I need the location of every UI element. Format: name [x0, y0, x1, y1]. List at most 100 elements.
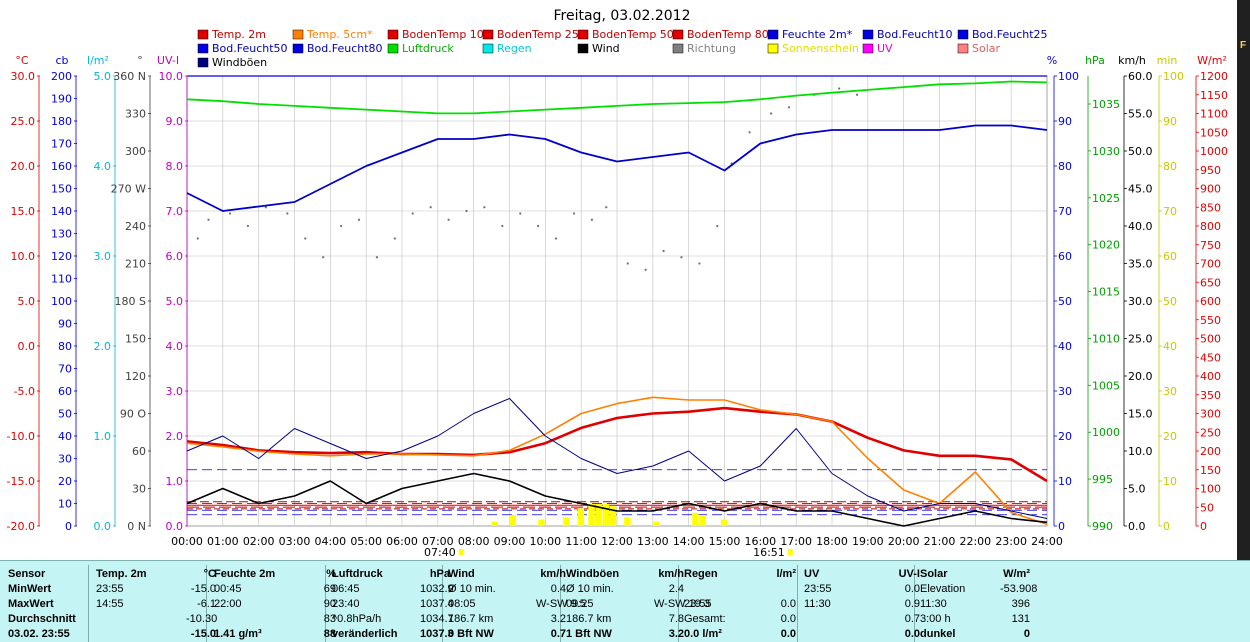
direction-point: [375, 256, 379, 259]
axis-tick-uv: 8.0: [166, 160, 184, 173]
sunshine-bar: [609, 506, 617, 526]
axis-tick-humidity: 30: [1058, 385, 1072, 398]
stats-col-solar: Solar Elevation 11:30 3:00 h dunkel: [920, 567, 965, 642]
legend-label: BodenTemp 25: [497, 28, 579, 41]
stats-col-gusts-values: km/h 2.4 W-SW 19.3 7.8 3.2: [654, 567, 710, 642]
axis-tick-sun_min: 10: [1163, 475, 1177, 488]
stats-cell-left: 09:25: [566, 598, 594, 610]
series-line-luftdruck: [186, 80, 1048, 115]
axis-tick-rain: 2.0: [94, 340, 112, 353]
stats-cell-value: 0.9: [904, 598, 920, 610]
stats-cell-value: -53.908: [1000, 583, 1038, 595]
x-tick-label: 09:00: [494, 535, 526, 548]
legend-swatch: [197, 29, 209, 40]
direction-point: [554, 237, 558, 240]
x-axis-labels: 00:00 01:00 02:00 03:00 04:00 05:00 06:00 07:00…: [171, 535, 1063, 559]
legend-swatch: [672, 29, 684, 40]
legend-swatch: [292, 43, 304, 54]
legend-swatch: [482, 43, 494, 54]
direction-point: [286, 212, 289, 215]
axis-tick-pressure: 1035: [1092, 98, 1120, 111]
chart-title: Freitag, 03.02.2012: [554, 8, 691, 24]
stats-header-unit: W/m²: [1003, 568, 1030, 580]
axis-tick-temp_c: 20.0: [11, 160, 36, 173]
axis-tick-temp_c: 25.0: [11, 115, 36, 128]
stats-col-pressure: Luftdruck 06:45 23:40 ^0.8hPa/h veränderlich: [332, 567, 397, 642]
x-marker-tick: [458, 549, 464, 555]
axis-tick-direction: 270 W: [111, 183, 146, 196]
axis-tick-humidity: 100: [1058, 70, 1079, 83]
axis-tick-temp_c: -5.0: [14, 385, 35, 398]
x-tick-label: 17:00: [780, 535, 812, 548]
x-tick-label: 19:00: [852, 535, 884, 548]
axis-tick-wind: 20.0: [1128, 370, 1153, 383]
axis-tick-wind: 30.0: [1128, 295, 1153, 308]
stats-cell-value: 90: [323, 598, 336, 610]
stats-cell-left: 00:45: [214, 583, 242, 595]
axis-tick-humidity: 20: [1058, 430, 1072, 443]
axis-tick-solar: 800: [1200, 220, 1221, 233]
axis-tick-temp_c: -10.0: [7, 430, 35, 443]
axis-unit-wind: km/h: [1118, 54, 1146, 67]
axis-tick-solar: 250: [1200, 426, 1221, 439]
stats-cell-value: 69: [323, 583, 336, 595]
axis-tick-wind: 10.0: [1128, 445, 1153, 458]
axis-tick-solar: 900: [1200, 183, 1221, 196]
legend-label: BodenTemp 50: [592, 28, 674, 41]
direction-point: [855, 93, 859, 96]
axis-unit-rain: l/m²: [87, 54, 109, 67]
legend-label: Richtung: [687, 42, 736, 55]
axis-tick-direction: 30: [132, 483, 146, 496]
axis-tick-pressure: 995: [1092, 473, 1113, 486]
sunshine-bar: [491, 521, 499, 526]
axis-tick-uv: 10.0: [159, 70, 184, 83]
axis-tick-pressure: 1025: [1092, 192, 1120, 205]
legend-label: Regen: [497, 42, 532, 55]
sunshine-bar: [538, 519, 545, 526]
axis-tick-solar: 500: [1200, 333, 1221, 346]
direction-point: [644, 268, 647, 271]
legend-swatch: [482, 29, 494, 40]
stats-cell-left: 23:55: [804, 583, 832, 595]
x-tick-label: 23:00: [995, 535, 1027, 548]
axis-tick-humidity: 10: [1058, 475, 1072, 488]
stats-cell-value: 0.0: [780, 628, 796, 640]
x-tick-label: 01:00: [207, 535, 239, 548]
axis-tick-solar: 0: [1200, 520, 1207, 533]
x-tick-label: 24:00: [1031, 535, 1063, 548]
axis-tick-humidity: 50: [1058, 295, 1072, 308]
sunshine-bar: [577, 508, 585, 526]
stats-cell-left: 11:30: [920, 598, 947, 610]
legend-label: Wind: [592, 42, 620, 55]
direction-point: [680, 256, 683, 259]
stats-cell-value: -6.1: [197, 598, 216, 610]
axis-tick-pressure: 1015: [1092, 286, 1120, 299]
legend-label: Bod.Feucht25: [972, 28, 1048, 41]
legend-swatch: [767, 43, 779, 54]
stats-cell-value: 1037.3: [420, 628, 454, 640]
axis-tick-cb: 120: [51, 250, 72, 263]
direction-point: [447, 218, 450, 221]
stats-cell-left: [804, 612, 832, 627]
stats-header-label: Solar: [920, 568, 948, 580]
sunshine-bar: [595, 504, 602, 526]
x-tick-label: 22:00: [959, 535, 991, 548]
x-tick-label: 10:00: [529, 535, 561, 548]
stats-cell-value: 83: [323, 613, 336, 625]
x-marker-label: 07:40: [424, 546, 456, 559]
axis-tick-cb: 180: [51, 115, 72, 128]
stats-col-wind: Wind Ø 10 min. 08:05 186.7 km 0 Bft NW: [448, 567, 496, 642]
stats-cell-value: 0.7: [550, 628, 566, 640]
legend-label: Sonnenschein: [782, 42, 859, 55]
axis-unit-solar: W/m²: [1197, 54, 1227, 67]
axis-tick-direction: 0 N: [127, 520, 146, 533]
axis-tick-uv: 6.0: [166, 250, 184, 263]
stats-panel: Sensor MinWert MaxWert Durchschnitt 03.0…: [0, 560, 1250, 642]
direction-point: [716, 224, 719, 228]
direction-point: [339, 224, 343, 228]
legend-swatch: [862, 43, 874, 54]
axis-tick-wind: 50.0: [1128, 145, 1153, 158]
stats-col-temp-values: °C -15.0 -6.1 -10.30 -15.0: [186, 567, 217, 642]
stats-header-unit: hPa: [429, 568, 450, 580]
axis-tick-cb: 160: [51, 160, 72, 173]
